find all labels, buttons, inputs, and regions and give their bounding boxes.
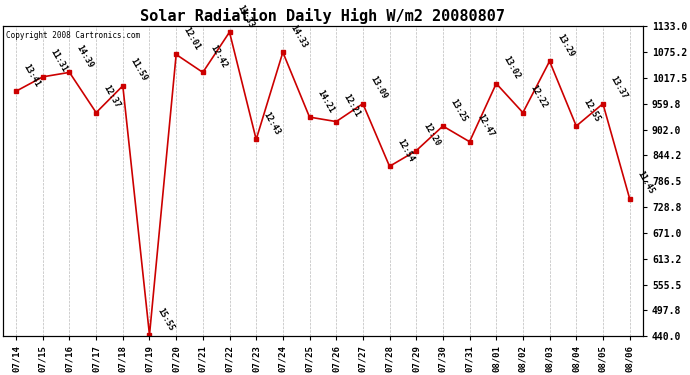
Text: 13:41: 13:41: [21, 62, 42, 88]
Text: 13:37: 13:37: [609, 75, 629, 101]
Text: 11:31: 11:31: [48, 48, 68, 74]
Text: 12:55: 12:55: [582, 97, 602, 123]
Text: 14:33: 14:33: [288, 23, 308, 50]
Text: 14:21: 14:21: [315, 88, 335, 114]
Text: 12:42: 12:42: [208, 44, 228, 70]
Title: Solar Radiation Daily High W/m2 20080807: Solar Radiation Daily High W/m2 20080807: [140, 8, 505, 24]
Text: 12:54: 12:54: [395, 137, 415, 164]
Text: 15:55: 15:55: [155, 306, 175, 332]
Text: 13:29: 13:29: [555, 32, 575, 58]
Text: 13:25: 13:25: [448, 97, 469, 123]
Text: 12:22: 12:22: [529, 84, 549, 110]
Text: 12:37: 12:37: [101, 84, 122, 110]
Text: 12:01: 12:01: [181, 26, 202, 52]
Text: 12:43: 12:43: [262, 111, 282, 137]
Text: 14:39: 14:39: [75, 44, 95, 70]
Text: 12:47: 12:47: [475, 113, 495, 139]
Text: 11:59: 11:59: [128, 57, 148, 83]
Text: 11:33: 11:33: [235, 3, 255, 29]
Text: 13:02: 13:02: [502, 55, 522, 81]
Text: 12:21: 12:21: [342, 93, 362, 119]
Text: 13:09: 13:09: [368, 75, 388, 101]
Text: 11:45: 11:45: [635, 170, 656, 196]
Text: Copyright 2008 Cartronics.com: Copyright 2008 Cartronics.com: [6, 31, 140, 40]
Text: 12:20: 12:20: [422, 122, 442, 148]
